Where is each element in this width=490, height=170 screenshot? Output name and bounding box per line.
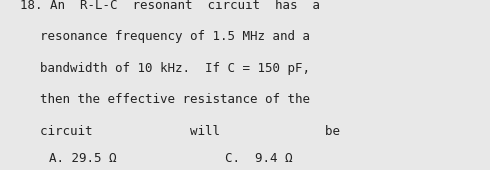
Text: A. 29.5 Ω: A. 29.5 Ω [49, 152, 117, 165]
Text: 18. An  R-L-C  resonant  circuit  has  a: 18. An R-L-C resonant circuit has a [20, 0, 319, 12]
Text: then the effective resistance of the: then the effective resistance of the [40, 93, 310, 106]
Text: bandwidth of 10 kHz.  If C = 150 pF,: bandwidth of 10 kHz. If C = 150 pF, [40, 62, 310, 75]
Text: C.  9.4 Ω: C. 9.4 Ω [225, 152, 293, 165]
Text: circuit             will              be: circuit will be [40, 125, 340, 138]
Text: resonance frequency of 1.5 MHz and a: resonance frequency of 1.5 MHz and a [40, 30, 310, 43]
